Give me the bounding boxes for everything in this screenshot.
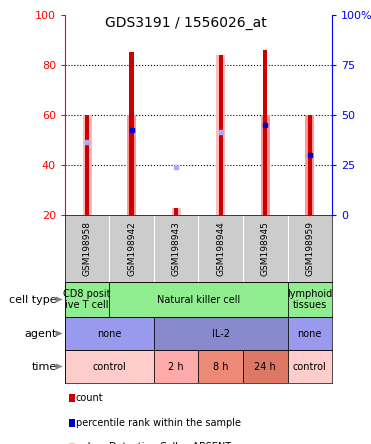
Bar — [65, 317, 154, 350]
Bar — [85, 115, 89, 215]
Text: Natural killer cell: Natural killer cell — [157, 294, 240, 305]
Text: cell type: cell type — [9, 294, 57, 305]
Text: count: count — [76, 393, 103, 403]
Bar — [65, 350, 154, 383]
Text: GSM198944: GSM198944 — [216, 221, 225, 276]
Text: GDS3191 / 1556026_at: GDS3191 / 1556026_at — [105, 16, 266, 30]
Bar — [261, 115, 270, 215]
Text: none: none — [97, 329, 122, 338]
Bar — [288, 282, 332, 317]
Bar — [219, 55, 223, 215]
Text: CD8 posit
ive T cell: CD8 posit ive T cell — [63, 289, 111, 310]
Text: time: time — [32, 361, 57, 372]
Bar — [305, 115, 314, 215]
Text: control: control — [93, 361, 126, 372]
Bar — [288, 317, 332, 350]
Bar — [243, 350, 288, 383]
Text: GSM198945: GSM198945 — [261, 221, 270, 276]
Bar — [288, 350, 332, 383]
Bar — [308, 115, 312, 215]
Text: lymphoid
tissues: lymphoid tissues — [287, 289, 332, 310]
Text: 2 h: 2 h — [168, 361, 184, 372]
Text: 24 h: 24 h — [255, 361, 276, 372]
Bar — [129, 52, 134, 215]
Text: GSM198958: GSM198958 — [83, 221, 92, 276]
Bar — [174, 207, 178, 215]
Text: IL-2: IL-2 — [212, 329, 230, 338]
Bar — [263, 50, 267, 215]
Text: none: none — [298, 329, 322, 338]
Text: GSM198942: GSM198942 — [127, 221, 136, 276]
Text: GSM198943: GSM198943 — [172, 221, 181, 276]
Text: value, Detection Call = ABSENT: value, Detection Call = ABSENT — [76, 442, 231, 444]
Bar — [127, 115, 136, 215]
Bar — [65, 282, 109, 317]
Bar — [216, 55, 225, 215]
Bar — [154, 317, 288, 350]
Text: agent: agent — [24, 329, 57, 338]
Text: 8 h: 8 h — [213, 361, 229, 372]
Bar — [109, 282, 288, 317]
Bar — [154, 350, 198, 383]
Bar — [83, 115, 92, 215]
Bar — [198, 350, 243, 383]
Text: GSM198959: GSM198959 — [305, 221, 314, 276]
Text: control: control — [293, 361, 326, 372]
Text: percentile rank within the sample: percentile rank within the sample — [76, 418, 240, 428]
Bar — [172, 207, 181, 215]
